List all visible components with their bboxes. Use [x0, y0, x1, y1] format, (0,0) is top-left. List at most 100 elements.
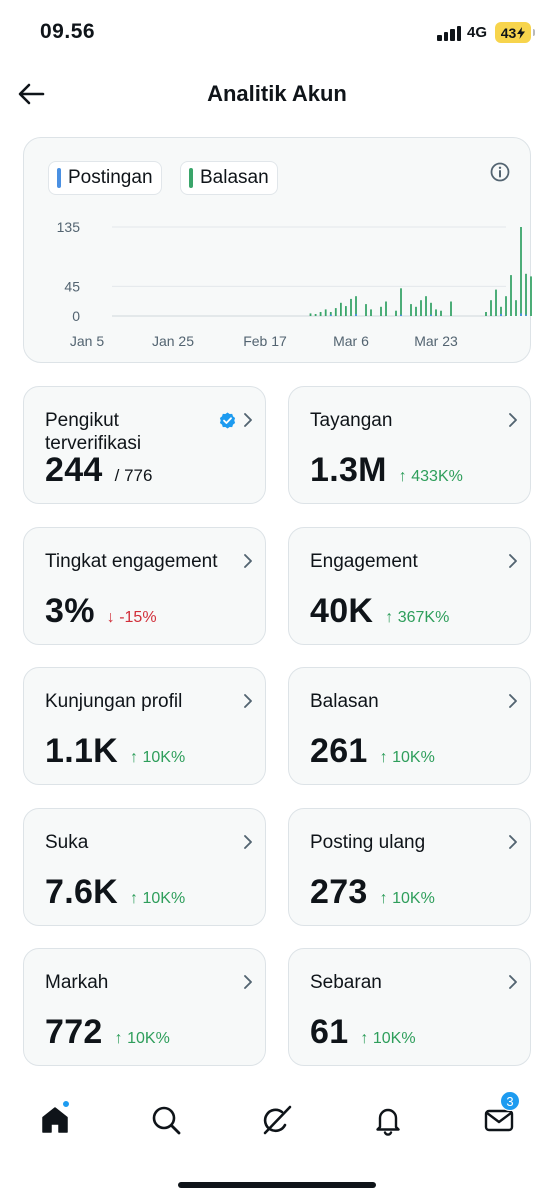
- chevron-right-icon: [244, 694, 252, 708]
- chevron-right-icon: [509, 835, 517, 849]
- bar-balasan: [420, 300, 422, 316]
- arrow-up-icon: ↑: [379, 749, 393, 766]
- nav-messages[interactable]: 3: [482, 1091, 520, 1137]
- verified-badge-icon: [219, 412, 236, 429]
- bell-icon: [376, 1108, 400, 1136]
- chevron-right-icon: [244, 413, 252, 427]
- bar-balasan: [525, 273, 527, 316]
- metric-value: 3%: [45, 592, 95, 630]
- chart-info-button[interactable]: [489, 161, 511, 183]
- search-icon: [152, 1106, 181, 1135]
- messages-badge: 3: [500, 1091, 520, 1111]
- metric-value: 772: [45, 1013, 103, 1051]
- metric-card-tingkat-engagement[interactable]: Tingkat engagement 3% ↓ -15%: [23, 527, 266, 645]
- metric-card-suka[interactable]: Suka 7.6K ↑ 10K%: [23, 808, 266, 926]
- status-time: 09.56: [40, 20, 96, 43]
- home-notification-dot: [62, 1100, 70, 1108]
- y-tick-label: 0: [72, 308, 80, 324]
- metric-card-markah[interactable]: Markah 772 ↑ 10K%: [23, 948, 266, 1066]
- metric-label: Balasan: [310, 691, 379, 712]
- chevron-right-icon: [244, 554, 252, 568]
- status-bar: 09.56 4G 43: [0, 0, 554, 64]
- bar-postingan: [520, 313, 522, 316]
- legend-balasan[interactable]: Balasan: [180, 161, 278, 195]
- metric-value-row: 61 ↑ 10K%: [310, 1013, 416, 1052]
- bar-balasan: [510, 275, 512, 316]
- metric-change: ↓ -15%: [107, 609, 157, 627]
- metric-card-posting-ulang[interactable]: Posting ulang 273 ↑ 10K%: [288, 808, 531, 926]
- chevron-right-icon: [509, 694, 517, 708]
- bar-chart: 0 45 135 Jan 5 Jan 25 Feb 17 Mar 6 Mar 23: [57, 219, 532, 349]
- metric-card-pengikut-terverifikasi[interactable]: Pengikut terverifikasi 244 / 776: [23, 386, 266, 504]
- metric-label: Suka: [45, 832, 89, 853]
- legend-postingan[interactable]: Postingan: [48, 161, 162, 195]
- metric-card-sebaran[interactable]: Sebaran 61 ↑ 10K%: [288, 948, 531, 1066]
- metric-card-tayangan[interactable]: Tayangan 1.3M ↑ 433K%: [288, 386, 531, 504]
- bar-postingan: [329, 314, 332, 316]
- home-indicator: [178, 1182, 376, 1188]
- x-tick-label: Jan 5: [70, 333, 104, 349]
- arrow-up-icon: ↑: [398, 468, 412, 485]
- back-button[interactable]: [14, 78, 50, 110]
- bar-balasan: [410, 304, 412, 316]
- chevron-right-icon: [509, 975, 517, 989]
- bar-balasan: [425, 296, 427, 316]
- signal-icon: [437, 25, 463, 41]
- bar-postingan: [500, 314, 502, 316]
- arrow-up-icon: ↑: [130, 749, 143, 766]
- metric-change-value: 433K%: [411, 468, 463, 485]
- metric-value: 1.1K: [45, 732, 119, 770]
- bar-balasan: [380, 306, 382, 316]
- nav-search[interactable]: [149, 1103, 183, 1137]
- metric-card-balasan[interactable]: Balasan 261 ↑ 10K%: [288, 667, 531, 785]
- bar-postingan: [400, 314, 402, 316]
- metric-card-kunjungan-profil[interactable]: Kunjungan profil 1.1K ↑ 10K%: [23, 667, 266, 785]
- metric-value-row: 1.3M ↑ 433K%: [310, 451, 463, 490]
- legend-label-balasan: Balasan: [200, 167, 269, 188]
- legend-swatch-balasan: [189, 168, 193, 188]
- arrow-down-icon: ↓: [106, 609, 120, 626]
- metric-value: 273: [310, 873, 368, 911]
- bar-balasan: [334, 308, 337, 316]
- y-tick-label: 135: [57, 219, 81, 235]
- metric-value: 261: [310, 732, 368, 770]
- metric-label: Engagement: [310, 551, 418, 572]
- metric-value: 244: [45, 451, 103, 489]
- bar-balasan: [440, 310, 442, 316]
- info-icon: [490, 162, 510, 182]
- metric-value-row: 261 ↑ 10K%: [310, 732, 435, 771]
- chevron-right-icon: [509, 554, 517, 568]
- metric-value-row: 772 ↑ 10K%: [45, 1013, 170, 1052]
- metric-value: 40K: [310, 592, 374, 630]
- bar-balasan: [515, 300, 517, 316]
- nav-grok[interactable]: [260, 1103, 294, 1137]
- mail-icon: [484, 1109, 514, 1132]
- bar-balasan: [430, 302, 432, 316]
- x-tick-label: Feb 17: [243, 333, 287, 349]
- bar-balasan: [309, 313, 312, 316]
- bar-postingan: [525, 314, 527, 316]
- metric-change: ↑ 10K%: [115, 1030, 170, 1048]
- bar-balasan: [500, 306, 502, 316]
- arrow-left-icon: [18, 83, 45, 105]
- battery-level: 43: [500, 24, 517, 41]
- bar-balasan: [520, 227, 522, 316]
- nav-notifications[interactable]: [371, 1103, 405, 1137]
- legend-label-postingan: Postingan: [68, 167, 153, 188]
- bar-balasan: [415, 306, 417, 316]
- metric-card-engagement[interactable]: Engagement 40K ↑ 367K%: [288, 527, 531, 645]
- metric-change: ↑ 10K%: [380, 749, 435, 767]
- nav-home[interactable]: [38, 1100, 72, 1137]
- metric-change: ↑ 10K%: [380, 890, 435, 908]
- network-type: 4G: [467, 24, 488, 41]
- metric-change-value: 10K%: [127, 1030, 170, 1047]
- bar-balasan: [365, 304, 367, 316]
- bar-balasan: [490, 300, 492, 316]
- metric-value-row: 244 / 776: [45, 451, 152, 490]
- metric-value: 7.6K: [45, 873, 119, 911]
- bar-balasan: [435, 309, 437, 316]
- analytics-chart-card: Postingan Balasan 0 45 135 Jan 5 Jan 25 Feb 1…: [23, 137, 532, 363]
- arrow-up-icon: ↑: [130, 890, 143, 907]
- metric-value-row: 273 ↑ 10K%: [310, 873, 435, 912]
- metric-label: Posting ulang: [310, 832, 426, 853]
